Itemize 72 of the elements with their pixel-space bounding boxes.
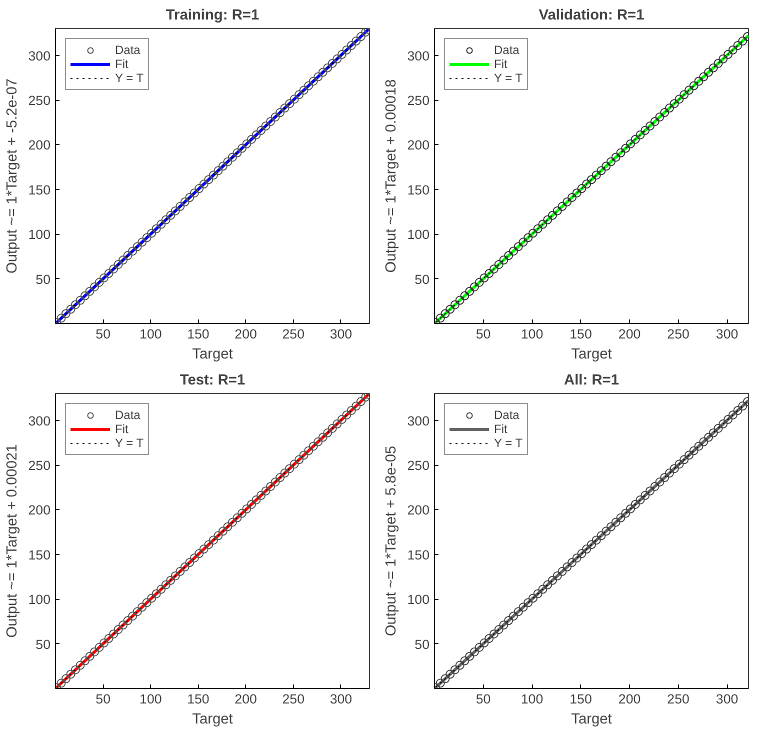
y-tick-label: 100 [28,592,51,608]
y-tick-label: 200 [28,138,51,153]
y-tick-label: 250 [407,458,430,474]
x-tick-label: 150 [187,326,210,342]
legend-label: Y = T [494,71,523,85]
x-tick-label: 200 [618,692,641,706]
x-tick-label: 50 [476,692,491,706]
legend-label: Fit [494,422,508,436]
y-tick-label: 50 [414,272,430,287]
y-tick-label: 300 [407,413,430,428]
x-tick-label: 300 [716,326,738,342]
x-tick-label: 200 [618,326,641,342]
x-tick-label: 100 [520,326,544,342]
x-axis-title: Target [192,712,233,728]
chart-title: All: R=1 [564,372,619,388]
y-tick-label: 150 [407,547,430,562]
x-tick-label: 250 [282,692,305,706]
y-axis-title: Output ~= 1*Target + 5.8e-05 [383,446,400,636]
legend-label: Data [494,43,520,57]
x-tick-label: 200 [234,692,257,706]
x-tick-label: 150 [570,326,592,342]
y-tick-label: 50 [414,636,430,652]
legend-label: Fit [494,57,508,71]
x-tick-label: 100 [140,326,162,342]
legend-label: Fit [115,422,130,436]
y-axis-title: Output ~= 1*Target + -5.2e-07 [4,78,20,274]
y-tick-label: 50 [36,272,51,287]
x-tick-label: 250 [667,326,690,342]
x-tick-label: 200 [234,326,257,342]
y-tick-label: 100 [407,227,430,242]
y-tick-label: 200 [407,138,430,153]
legend-label: Y = T [115,436,144,450]
legend-label: Y = T [494,436,523,450]
chart-title: Validation: R=1 [538,8,644,24]
y-tick-label: 300 [407,48,430,64]
legend-label: Data [494,408,520,422]
x-tick-label: 50 [96,326,110,342]
x-tick-label: 50 [476,326,491,342]
x-tick-label: 300 [716,692,738,706]
y-axis-title: Output ~= 1*Target + 0.00021 [4,444,20,638]
y-tick-label: 150 [407,182,430,198]
x-tick-label: 100 [520,692,544,706]
y-tick-label: 100 [407,592,430,608]
y-tick-label: 200 [407,502,430,518]
x-axis-title: Target [192,346,233,362]
y-tick-label: 250 [28,93,51,108]
y-tick-label: 150 [28,182,51,198]
legend-label: Y = T [115,71,144,85]
legend-label: Data [115,43,140,57]
x-tick-label: 150 [570,692,592,706]
y-tick-label: 150 [28,547,51,562]
legend-label: Fit [115,57,130,71]
y-tick-label: 250 [28,458,51,474]
x-axis-title: Target [571,346,612,362]
y-tick-label: 200 [28,502,51,518]
y-tick-label: 100 [28,227,51,242]
y-axis-title: Output ~= 1*Target + 0.00018 [383,79,400,273]
y-tick-label: 300 [28,48,51,64]
x-tick-label: 150 [187,692,210,706]
x-tick-label: 100 [140,692,162,706]
legend-label: Data [115,408,140,422]
chart-title: Test: R=1 [180,372,246,388]
y-tick-label: 50 [36,636,51,652]
y-tick-label: 300 [28,413,51,428]
y-tick-label: 250 [407,93,430,108]
x-tick-label: 300 [330,692,352,706]
chart-title: Training: R=1 [166,8,260,24]
x-tick-label: 250 [667,692,690,706]
x-tick-label: 50 [96,692,110,706]
x-axis-title: Target [571,712,612,728]
x-tick-label: 300 [330,326,352,342]
x-tick-label: 250 [282,326,305,342]
